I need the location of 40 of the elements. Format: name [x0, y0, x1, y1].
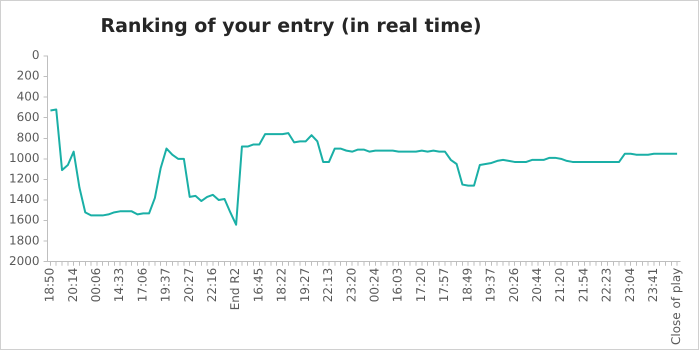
x-tick-label: 22:23	[600, 268, 614, 302]
x-tick-label: 17:57	[437, 268, 452, 302]
x-tick-label: 17:20	[414, 268, 428, 302]
x-tick-label: 19:27	[298, 268, 312, 302]
x-tick-label: 20:44	[530, 268, 544, 302]
x-tick-label: 22:13	[321, 268, 336, 302]
x-tick-label: End R2	[228, 268, 242, 310]
x-tick-label: 20:26	[506, 268, 521, 302]
x-tick-label: 23:04	[622, 268, 637, 302]
y-tick-label: 1000	[8, 150, 40, 165]
chart-title: Ranking of your entry (in real time)	[99, 15, 483, 37]
y-tick-label: 400	[16, 89, 40, 104]
y-tick-label: 200	[16, 68, 40, 83]
x-tick-label: 14:33	[112, 268, 126, 302]
x-tick-label: 00:24	[368, 268, 382, 302]
x-tick-label: Close of play	[669, 268, 684, 346]
x-tick-label: 23:20	[344, 268, 358, 302]
y-tick-label: 600	[16, 110, 40, 124]
y-tick-label: 0	[32, 48, 40, 62]
x-tick-label: 21:54	[576, 268, 590, 302]
x-tick-label: 16:03	[390, 268, 405, 302]
x-tick-label: 18:49	[460, 268, 474, 302]
y-tick-label: 1600	[8, 212, 40, 227]
y-tick-label: 2000	[8, 254, 40, 268]
x-tick-label: 16:45	[251, 268, 266, 302]
x-tick-label: 19:37	[484, 268, 498, 302]
x-tick-label: 20:14	[66, 268, 80, 302]
x-tick-label: 23:41	[646, 268, 660, 302]
y-tick-label: 800	[16, 130, 40, 144]
x-tick-label: 18:22	[274, 268, 289, 302]
x-tick-label: 19:37	[158, 268, 173, 302]
x-tick-label: 17:06	[135, 268, 150, 302]
x-tick-label: 21:20	[553, 268, 568, 302]
x-tick-label: 18:50	[42, 268, 57, 302]
x-tick-label: 22:16	[205, 268, 220, 302]
x-tick-label: 20:27	[182, 268, 196, 302]
y-tick-label: 1400	[8, 192, 40, 206]
x-tick-label: 00:06	[88, 268, 103, 302]
y-tick-label: 1200	[8, 172, 40, 186]
y-tick-label: 1800	[8, 233, 40, 248]
